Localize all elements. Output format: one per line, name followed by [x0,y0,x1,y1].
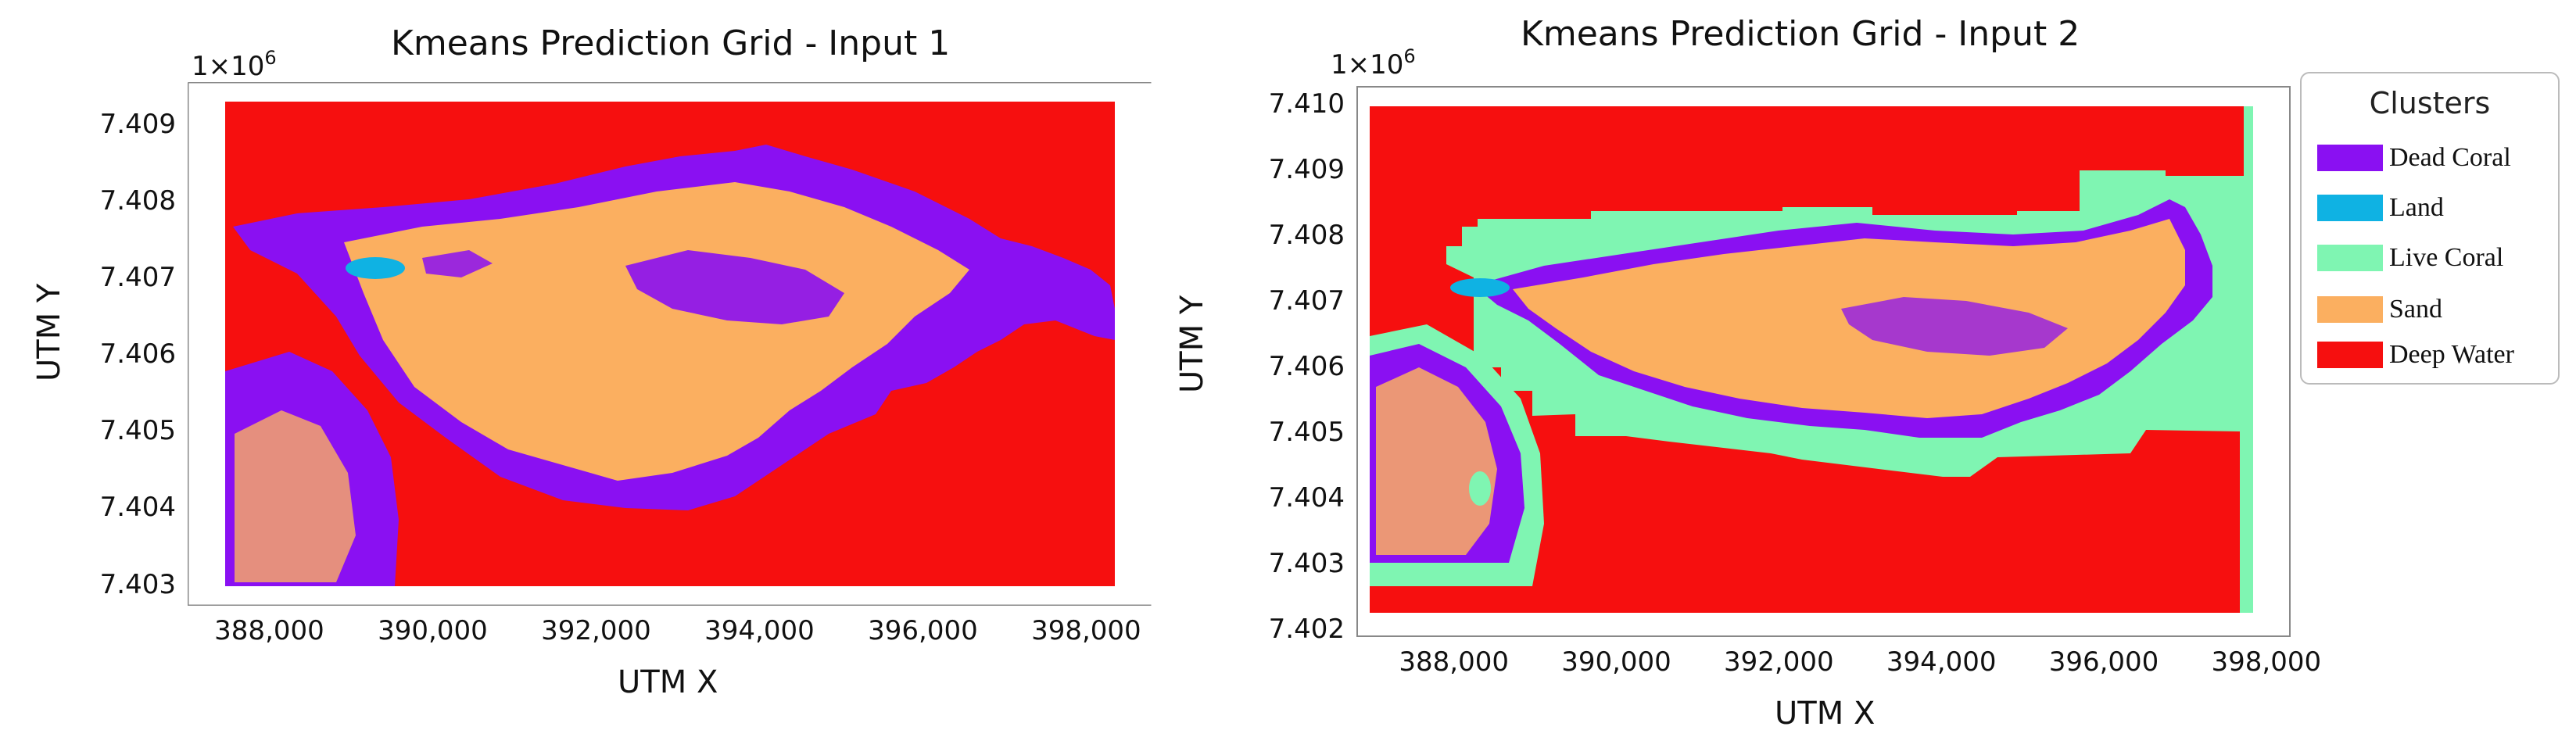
legend-label-deep-water: Deep Water [2389,340,2514,369]
chart2-y-tick-label: 7.405 [1268,416,1345,448]
chart1-y-tick-label: 7.403 [99,568,176,600]
chart2-y-axis-label: UTM Y [1174,295,1210,393]
legend-label-live-coral: Live Coral [2389,243,2504,272]
chart1-sand-shoal [344,182,969,481]
chart2-dead-coral-inner-patch [1841,297,2068,356]
legend: Clusters Dead Coral Land Live Coral Sand… [2300,72,2560,385]
legend-label-sand: Sand [2389,295,2442,324]
chart2-sand-west-islet [1376,367,1497,555]
chart1-y-tick-label: 7.409 [99,108,176,140]
chart1-x-axis-label: UTM X [618,664,718,700]
legend-title: Clusters [2369,86,2491,120]
chart1-y-multiplier-base: 1×10 [192,51,265,82]
chart2-x-tick-label: 396,000 [2048,646,2159,678]
chart1-dead-coral-small-patch [422,250,493,277]
chart2-x-tick-label: 398,000 [2211,646,2322,678]
legend-swatch-deep-water [2317,342,2383,368]
chart2-y-multiplier-base: 1×10 [1331,49,1404,81]
chart1-x-tick-label: 388,000 [214,615,324,646]
chart1-y-tick-label: 7.408 [99,185,176,217]
chart1-x-tick-label: 390,000 [378,615,488,646]
legend-item-live-coral: Live Coral [2317,242,2503,274]
chart2-y-tick-label: 7.402 [1268,613,1345,645]
chart2-map [1356,86,2291,637]
legend-swatch-land [2317,195,2383,221]
legend-swatch-sand [2317,296,2383,323]
chart2-x-axis-label: UTM X [1775,696,1876,732]
chart1-plot-frame [188,82,1152,606]
chart1-y-tick-label: 7.407 [99,262,176,294]
chart2-x-tick-label: 392,000 [1724,646,1834,678]
legend-item-sand: Sand [2317,294,2442,325]
legend-item-land: Land [2317,192,2444,224]
chart2-x-tick-label: 390,000 [1561,646,1671,678]
chart2-land-patch [1450,278,1510,297]
chart2-y-tick-label: 7.406 [1268,350,1345,382]
legend-label-land: Land [2389,193,2444,222]
chart2-x-tick-label: 394,000 [1886,646,1997,678]
chart1-y-tick-label: 7.406 [99,338,176,370]
chart2-live-coral-islet-pool [1469,471,1491,506]
chart1-sand-west-islet [235,410,356,582]
chart2-y-tick-label: 7.408 [1268,219,1345,251]
chart1-land-patch [346,257,405,279]
legend-swatch-dead-coral [2317,145,2383,171]
chart1-x-tick-label: 392,000 [541,615,651,646]
chart2-y-tick-label: 7.407 [1268,285,1345,317]
chart2-y-tick-label: 7.404 [1268,481,1345,514]
chart1-x-tick-label: 398,000 [1031,615,1141,646]
chart1-y-multiplier: 1×106 [192,47,277,82]
chart1-y-multiplier-exp: 6 [264,47,277,69]
chart2-plot-frame [1356,86,2291,637]
chart1-title: Kmeans Prediction Grid - Input 1 [391,23,951,63]
chart1-map [188,82,1152,606]
legend-item-dead-coral: Dead Coral [2317,142,2511,174]
chart2-y-multiplier: 1×106 [1331,45,1416,81]
chart2-y-tick-label: 7.410 [1268,88,1345,120]
chart2-y-multiplier-exp: 6 [1403,45,1416,67]
legend-swatch-live-coral [2317,245,2383,271]
chart2-y-tick-label: 7.403 [1268,547,1345,579]
chart2-x-tick-label: 388,000 [1399,646,1509,678]
chart2-y-tick-label: 7.409 [1268,153,1345,185]
legend-item-deep-water: Deep Water [2317,339,2514,370]
chart2-title: Kmeans Prediction Grid - Input 2 [1521,14,2080,54]
chart1-y-tick-label: 7.404 [99,492,176,524]
chart1-y-tick-label: 7.405 [99,415,176,447]
chart1-x-tick-label: 394,000 [704,615,815,646]
chart1-x-tick-label: 396,000 [868,615,978,646]
chart1-dead-coral-inner-patch [625,250,844,324]
legend-label-dead-coral: Dead Coral [2389,143,2511,172]
